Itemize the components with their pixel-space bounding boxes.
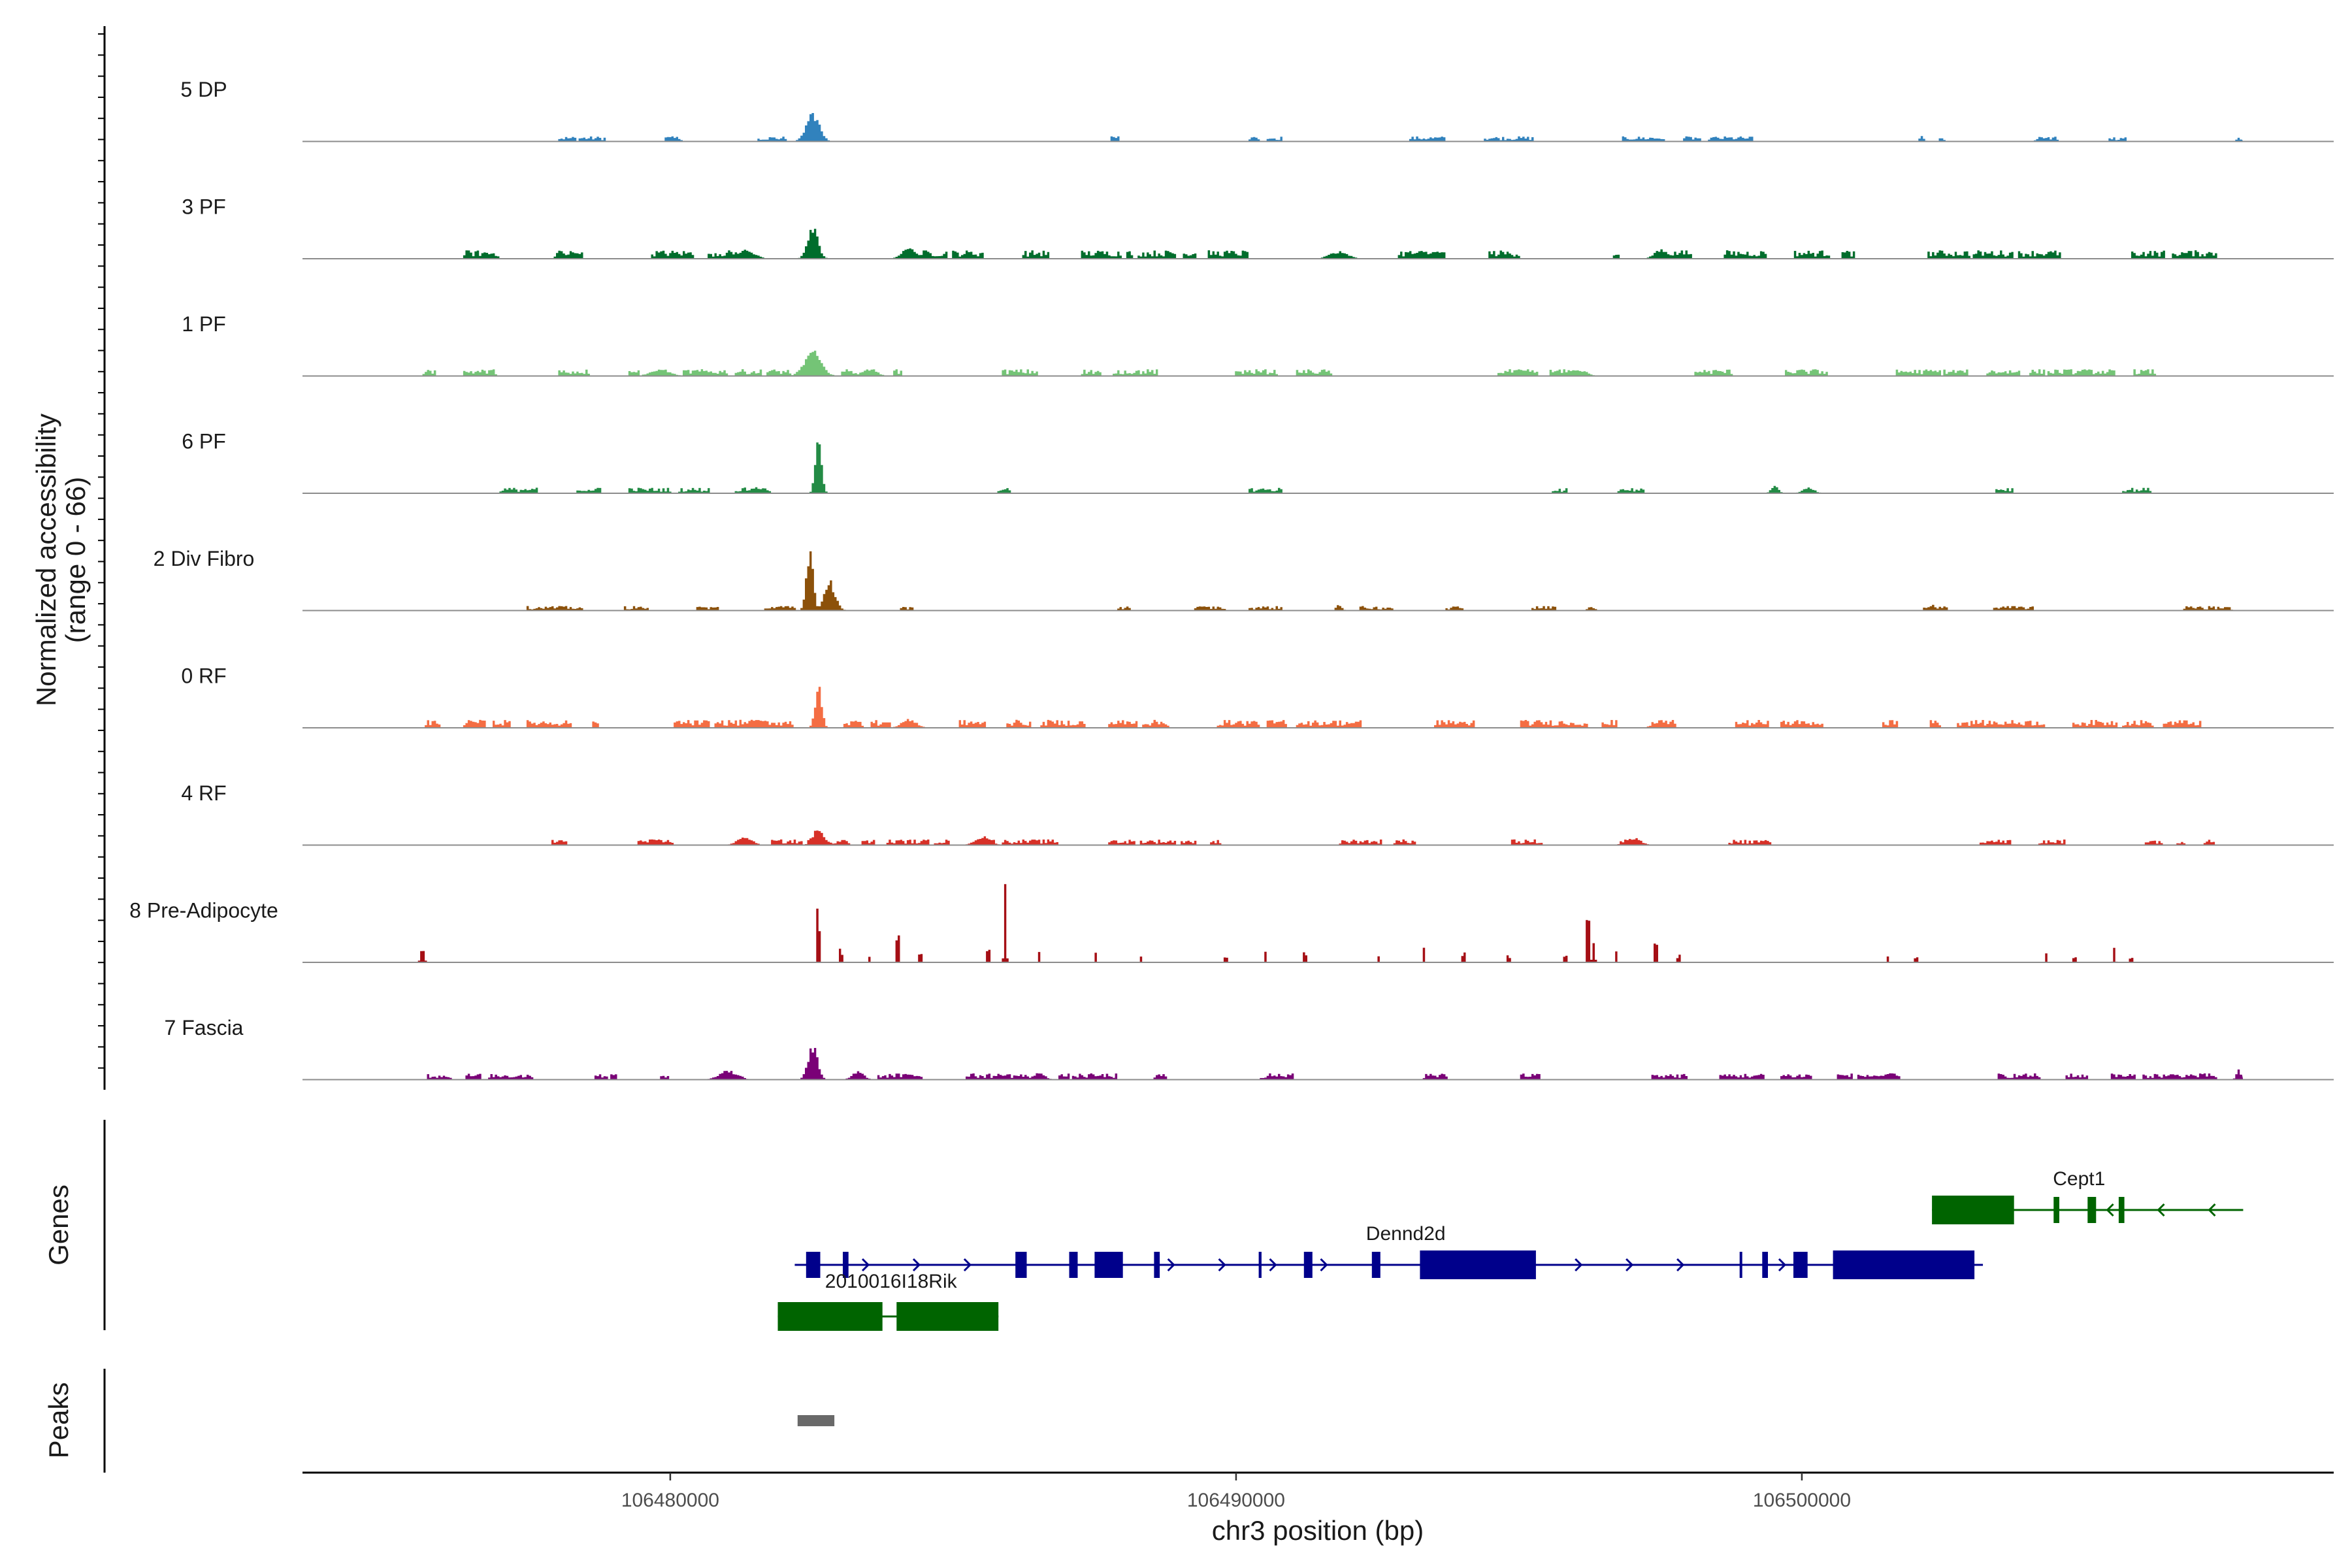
strand-arrow-dennd2d (1218, 1258, 1226, 1272)
x-tick-label: 106500000 (1753, 1490, 1851, 1511)
signal-3-pf (416, 229, 2244, 259)
track-label-0-rf: 0 RF (181, 664, 226, 688)
exon-dennd2d (1303, 1252, 1313, 1278)
strand-arrow-dennd2d (861, 1258, 870, 1272)
signal-1-pf (416, 350, 2244, 376)
track-label-7-fascia: 7 Fascia (165, 1016, 244, 1039)
gene-label-2010016i18rik: 2010016I18Rik (825, 1271, 958, 1292)
exon-dennd2d (1762, 1252, 1768, 1278)
exon-dennd2d (806, 1252, 821, 1278)
exon-dennd2d (1069, 1252, 1078, 1278)
exon-cept1 (1932, 1196, 2014, 1224)
exon-cept1 (2118, 1197, 2125, 1223)
x-axis-ticks: 106480000 106490000 106500000 (621, 1473, 1851, 1511)
peak-region (797, 1415, 835, 1426)
exon-dennd2d (1420, 1250, 1536, 1279)
peak-regions (797, 1415, 835, 1426)
exon-dennd2d (1015, 1252, 1027, 1278)
track-label-3-pf: 3 PF (182, 195, 226, 219)
y-axis-title-line1: Normalized accessibility (31, 414, 61, 706)
exon-dennd2d (1371, 1252, 1380, 1278)
strand-arrow-dennd2d (963, 1258, 972, 1272)
gene-label-cept1: Cept1 (2053, 1168, 2105, 1190)
exon-dennd2d (843, 1252, 849, 1278)
signal-6-pf (416, 442, 2244, 493)
y-axis-title-line2: (range 0 - 66) (60, 477, 91, 643)
gene-annotations: Dennd2d Cept1 2010016I18Rik (777, 1168, 2244, 1331)
signal-4-rf (416, 830, 2244, 845)
strand-arrow-dennd2d (1167, 1258, 1175, 1272)
x-tick-label: 106480000 (621, 1490, 719, 1511)
strand-arrow-dennd2d (1676, 1258, 1685, 1272)
strand-arrow-dennd2d (912, 1258, 921, 1272)
strand-arrow-cept1 (2106, 1203, 2114, 1217)
strand-arrow-cept1 (2208, 1203, 2216, 1217)
track-labels: 5 DP 3 PF 1 PF 6 PF 2 Div Fibro 0 RF 4 RF 8 Pre… (129, 78, 278, 1039)
exon-dennd2d (1154, 1252, 1160, 1278)
track-label-6-pf: 6 PF (182, 430, 226, 453)
signal-8-pre-adipocyte (416, 884, 2244, 962)
track-label-1-pf: 1 PF (182, 312, 226, 336)
exon-dennd2d (1833, 1250, 1975, 1279)
signal-7-fascia (416, 1048, 2244, 1080)
x-tick-label: 106490000 (1187, 1490, 1285, 1511)
exon-dennd2d (1258, 1252, 1262, 1278)
track-signals (416, 113, 2244, 1080)
track-label-5-dp: 5 DP (180, 78, 227, 101)
signal-2-div-fibro (416, 551, 2244, 611)
signal-5-dp (416, 113, 2244, 142)
exon-dennd2d (1739, 1252, 1742, 1278)
track-label-2-div-fibro: 2 Div Fibro (154, 547, 255, 570)
signal-0-rf (416, 687, 2244, 728)
x-axis-title: chr3 position (bp) (1212, 1515, 1424, 1546)
exon-2010016i18rik (896, 1302, 999, 1331)
strand-arrow-cept1 (2157, 1203, 2165, 1217)
strand-arrow-dennd2d (1320, 1258, 1328, 1272)
exon-dennd2d (1793, 1252, 1808, 1278)
track-label-4-rf: 4 RF (181, 781, 226, 805)
strand-arrow-dennd2d (1269, 1258, 1277, 1272)
strand-arrow-dennd2d (1575, 1258, 1583, 1272)
strand-arrow-dennd2d (1778, 1258, 1787, 1272)
coverage-minor-ticks (98, 33, 105, 1069)
strand-arrow-dennd2d (1625, 1258, 1634, 1272)
genes-panel-label: Genes (43, 1184, 74, 1266)
exon-dennd2d (1094, 1252, 1123, 1278)
exon-cept1 (2087, 1197, 2097, 1223)
exon-2010016i18rik (777, 1302, 883, 1331)
exon-cept1 (2053, 1197, 2059, 1223)
track-label-8-pre-adipocyte: 8 Pre-Adipocyte (129, 899, 278, 923)
gene-label-dennd2d: Dennd2d (1366, 1223, 1446, 1245)
peaks-panel-label: Peaks (43, 1382, 74, 1459)
track-baselines (302, 140, 2334, 1081)
